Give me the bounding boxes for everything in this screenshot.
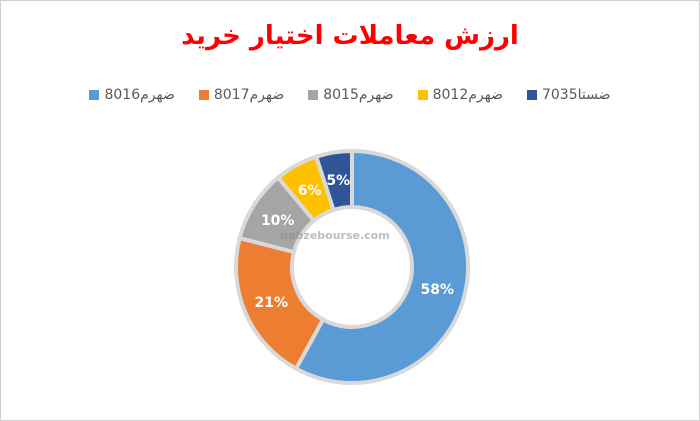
donut-slice <box>276 154 336 223</box>
legend-item: ضهرم8016 <box>89 87 175 103</box>
watermark: nabzebourse.com <box>280 229 389 242</box>
legend-label: ضهرم8015 <box>323 87 394 103</box>
slice-data-label: 58% <box>420 282 454 298</box>
chart-legend: ضهرم8016 ضهرم8017 ضهرم8015 ضهرم8012 ضستا7035 <box>1 87 699 103</box>
legend-item: ضستا7035 <box>526 87 611 103</box>
legend-item: ضهرم8015 <box>308 87 394 103</box>
legend-swatch <box>89 90 100 100</box>
donut-slice <box>237 175 316 255</box>
legend-label: ضهرم8012 <box>432 87 503 103</box>
slice-data-label: 10% <box>261 213 295 229</box>
legend-label: ضهرم8016 <box>104 87 175 103</box>
donut-slice <box>234 236 326 371</box>
legend-item: ضهرم8017 <box>198 87 285 103</box>
slice-data-label: 6% <box>298 183 322 199</box>
chart-title: ارزش معاملات اختیار خرید <box>181 21 519 51</box>
legend-swatch <box>198 90 209 100</box>
slice-data-label: 5% <box>326 173 350 189</box>
legend-swatch <box>526 90 537 100</box>
legend-swatch <box>417 90 428 100</box>
legend-label: ضستا7035 <box>541 87 611 103</box>
legend-item: ضهرم8012 <box>417 87 503 103</box>
legend-label: ضهرم8017 <box>213 87 285 103</box>
legend-swatch <box>308 90 319 100</box>
donut-slice <box>294 149 470 385</box>
slice-data-label: 21% <box>254 295 288 311</box>
